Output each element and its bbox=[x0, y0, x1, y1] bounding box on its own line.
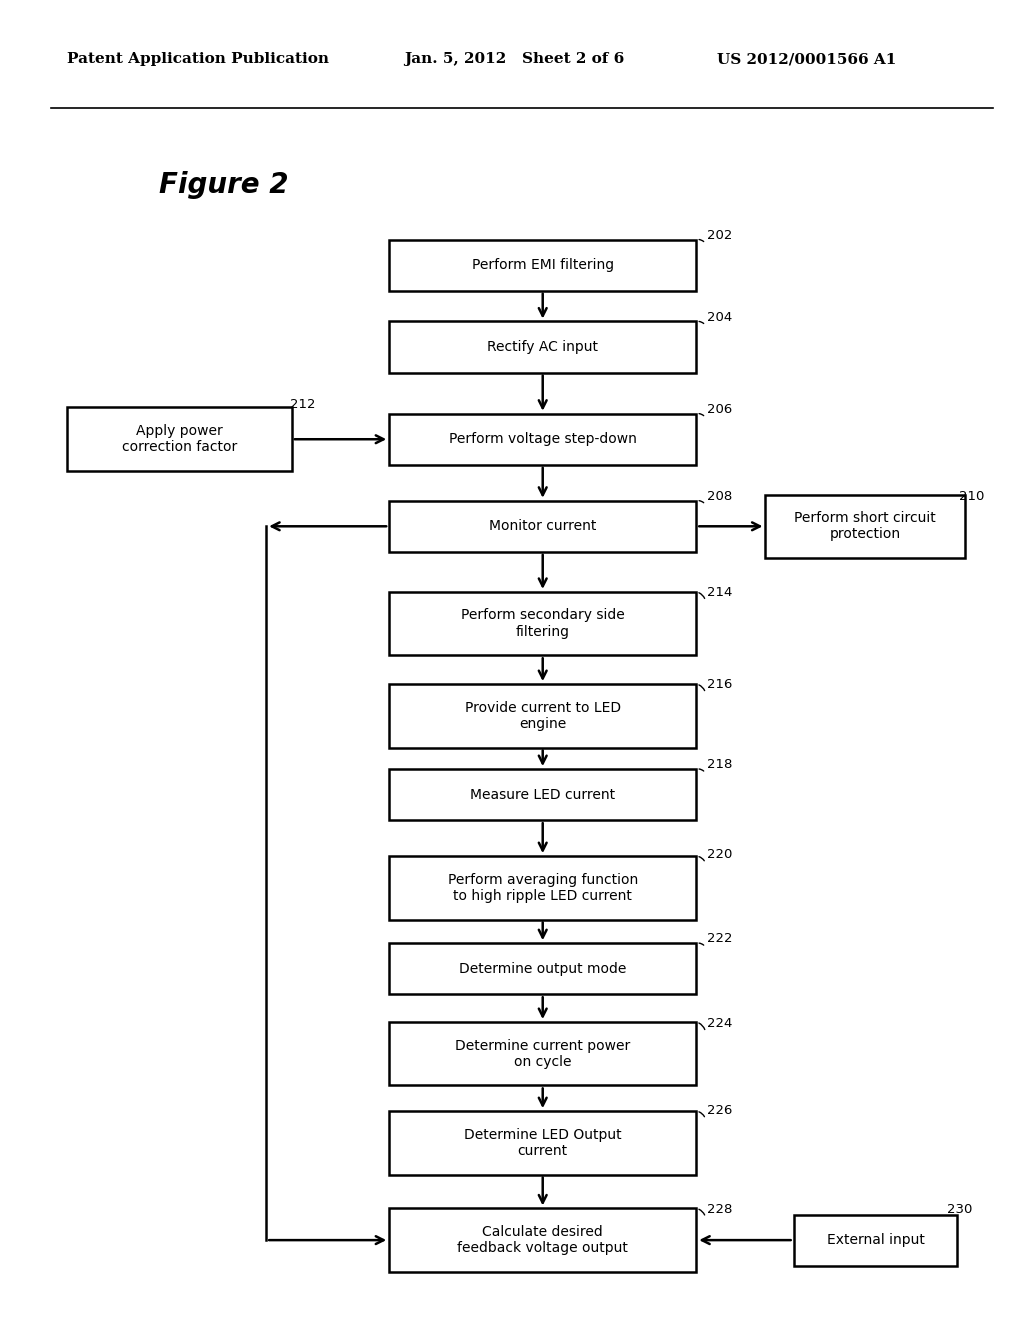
Text: 226: 226 bbox=[707, 1105, 732, 1117]
Text: Jan. 5, 2012   Sheet 2 of 6: Jan. 5, 2012 Sheet 2 of 6 bbox=[404, 53, 625, 66]
Text: 214: 214 bbox=[707, 586, 732, 599]
FancyBboxPatch shape bbox=[67, 408, 292, 471]
FancyBboxPatch shape bbox=[389, 322, 696, 372]
Text: External input: External input bbox=[826, 1233, 925, 1247]
Text: Monitor current: Monitor current bbox=[489, 519, 596, 533]
Text: 218: 218 bbox=[707, 758, 732, 771]
Text: 206: 206 bbox=[707, 403, 732, 416]
Text: Perform voltage step-down: Perform voltage step-down bbox=[449, 432, 637, 446]
Text: 230: 230 bbox=[947, 1203, 973, 1216]
Text: 208: 208 bbox=[707, 490, 732, 503]
Text: Perform short circuit
protection: Perform short circuit protection bbox=[795, 511, 936, 541]
Text: Perform secondary side
filtering: Perform secondary side filtering bbox=[461, 609, 625, 639]
Text: Perform EMI filtering: Perform EMI filtering bbox=[472, 259, 613, 272]
Text: 222: 222 bbox=[707, 932, 732, 945]
Text: Determine current power
on cycle: Determine current power on cycle bbox=[455, 1039, 631, 1069]
Text: US 2012/0001566 A1: US 2012/0001566 A1 bbox=[717, 53, 896, 66]
Text: 212: 212 bbox=[290, 397, 315, 411]
FancyBboxPatch shape bbox=[389, 684, 696, 747]
FancyBboxPatch shape bbox=[765, 495, 965, 558]
FancyBboxPatch shape bbox=[389, 591, 696, 655]
Text: 224: 224 bbox=[707, 1018, 732, 1030]
Text: 210: 210 bbox=[959, 490, 985, 503]
FancyBboxPatch shape bbox=[794, 1214, 957, 1266]
Text: 204: 204 bbox=[707, 310, 732, 323]
Text: 202: 202 bbox=[707, 228, 732, 242]
FancyBboxPatch shape bbox=[389, 500, 696, 552]
Text: Determine output mode: Determine output mode bbox=[459, 962, 627, 975]
Text: Measure LED current: Measure LED current bbox=[470, 788, 615, 801]
Text: Apply power
correction factor: Apply power correction factor bbox=[122, 424, 237, 454]
Text: 220: 220 bbox=[707, 849, 732, 861]
Text: Provide current to LED
engine: Provide current to LED engine bbox=[465, 701, 621, 731]
Text: 216: 216 bbox=[707, 678, 732, 692]
Text: Calculate desired
feedback voltage output: Calculate desired feedback voltage outpu… bbox=[458, 1225, 628, 1255]
FancyBboxPatch shape bbox=[389, 413, 696, 465]
FancyBboxPatch shape bbox=[389, 942, 696, 994]
FancyBboxPatch shape bbox=[389, 1111, 696, 1175]
FancyBboxPatch shape bbox=[389, 1208, 696, 1272]
Text: Figure 2: Figure 2 bbox=[159, 172, 288, 199]
Text: Patent Application Publication: Patent Application Publication bbox=[67, 53, 329, 66]
Text: 228: 228 bbox=[707, 1203, 732, 1216]
FancyBboxPatch shape bbox=[389, 857, 696, 920]
Text: Rectify AC input: Rectify AC input bbox=[487, 341, 598, 354]
Text: Perform averaging function
to high ripple LED current: Perform averaging function to high rippl… bbox=[447, 873, 638, 903]
Text: Determine LED Output
current: Determine LED Output current bbox=[464, 1127, 622, 1158]
FancyBboxPatch shape bbox=[389, 770, 696, 820]
FancyBboxPatch shape bbox=[389, 239, 696, 290]
FancyBboxPatch shape bbox=[389, 1022, 696, 1085]
